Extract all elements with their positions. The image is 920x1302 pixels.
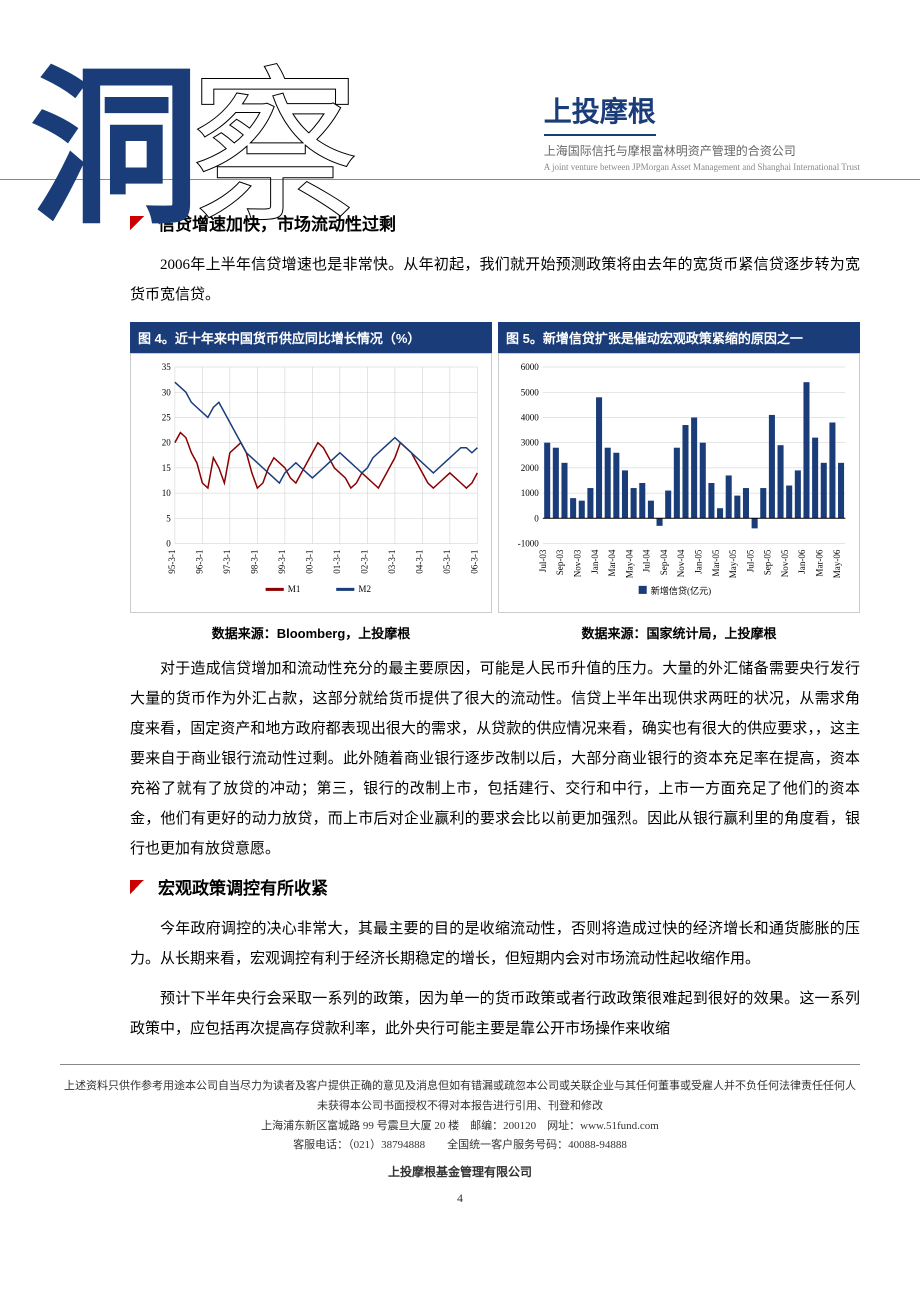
- svg-text:6000: 6000: [521, 362, 540, 372]
- svg-text:Mar-04: Mar-04: [607, 549, 617, 576]
- svg-text:1000: 1000: [521, 488, 540, 498]
- svg-text:Jul-04: Jul-04: [642, 549, 652, 572]
- svg-text:06-3-1: 06-3-1: [469, 550, 479, 574]
- chart-5-title: 图 5。新增信贷扩张是催动宏观政策紧缩的原因之一: [498, 322, 860, 353]
- svg-text:01-3-1: 01-3-1: [332, 550, 342, 574]
- svg-text:15: 15: [162, 463, 172, 473]
- svg-text:5: 5: [166, 513, 171, 523]
- chart-5-column: 图 5。新增信贷扩张是催动宏观政策紧缩的原因之一 -1000 0 1000 2000 3…: [498, 322, 860, 642]
- footer-disclaimer: 上述资料只供作参考用途本公司自当尽力为读者及客户提供正确的意见及消息但如有错漏或…: [60, 1077, 860, 1117]
- svg-text:98-3-1: 98-3-1: [249, 550, 259, 574]
- svg-text:-1000: -1000: [518, 539, 540, 549]
- section-2-title: 宏观政策调控有所收紧: [130, 874, 860, 899]
- svg-text:0: 0: [534, 513, 539, 523]
- brand-subtitle: 上海国际信托与摩根富林明资产管理的合资公司: [544, 142, 860, 159]
- svg-text:Mar-06: Mar-06: [814, 549, 824, 576]
- chart-4-column: 图 4。近十年来中国货币供应同比增长情况（%） 0 5 10 15 20 25 30 35 95…: [130, 322, 492, 642]
- body-para: 对于造成信贷增加和流动性充分的最主要原因，可能是人民币升值的压力。大量的外汇储备…: [130, 654, 860, 864]
- svg-text:Jul-05: Jul-05: [745, 549, 755, 572]
- svg-text:3000: 3000: [521, 438, 540, 448]
- footer-phone: 客服电话：（021）38794888 全国统一客户服务号码：40088-9488…: [60, 1136, 860, 1156]
- svg-text:May-05: May-05: [728, 549, 738, 578]
- svg-text:Sep-03: Sep-03: [555, 549, 565, 575]
- footer: 上述资料只供作参考用途本公司自当尽力为读者及客户提供正确的意见及消息但如有错漏或…: [60, 1064, 860, 1209]
- svg-text:M2: M2: [358, 584, 371, 594]
- svg-text:新增信贷(亿元): 新增信贷(亿元): [651, 585, 711, 596]
- svg-text:Sep-04: Sep-04: [659, 549, 669, 575]
- chart-5-source: 数据来源：国家统计局，上投摩根: [498, 623, 860, 642]
- svg-text:04-3-1: 04-3-1: [414, 550, 424, 574]
- svg-text:0: 0: [166, 539, 171, 549]
- footer-company: 上投摩根基金管理有限公司: [60, 1162, 860, 1184]
- svg-text:97-3-1: 97-3-1: [222, 550, 232, 574]
- svg-text:95-3-1: 95-3-1: [167, 550, 177, 574]
- svg-text:25: 25: [162, 412, 172, 422]
- svg-text:05-3-1: 05-3-1: [442, 550, 452, 574]
- svg-text:20: 20: [162, 438, 172, 448]
- svg-text:00-3-1: 00-3-1: [304, 550, 314, 574]
- svg-text:5000: 5000: [521, 387, 540, 397]
- svg-text:03-3-1: 03-3-1: [387, 550, 397, 574]
- svg-text:Nov-04: Nov-04: [676, 549, 686, 577]
- chart-4-title: 图 4。近十年来中国货币供应同比增长情况（%）: [130, 322, 492, 353]
- svg-text:99-3-1: 99-3-1: [277, 550, 287, 574]
- chart-4-svg: 0 5 10 15 20 25 30 35 95-3-1 96-3-1 97-3-1 98-3-1 99…: [135, 362, 487, 604]
- section-2-para-2: 预计下半年央行会采取一系列的政策，因为单一的货币政策或者行政政策很难起到很好的效…: [130, 984, 860, 1044]
- svg-text:Jan-06: Jan-06: [797, 549, 807, 574]
- svg-text:May-06: May-06: [832, 549, 842, 578]
- svg-text:Nov-03: Nov-03: [572, 549, 582, 577]
- chart-4-box: 0 5 10 15 20 25 30 35 95-3-1 96-3-1 97-3-1 98-3-1 99…: [130, 353, 492, 613]
- svg-text:Jul-03: Jul-03: [538, 549, 548, 572]
- logo-characters: 洞察: [30, 10, 350, 256]
- svg-text:M1: M1: [288, 584, 301, 594]
- chart-5-box: -1000 0 1000 2000 3000 4000 5000 6000 Jul-03 Sep-…: [498, 353, 860, 613]
- svg-text:May-04: May-04: [624, 549, 634, 578]
- section-2-heading: 宏观政策调控有所收紧: [158, 874, 328, 899]
- svg-text:4000: 4000: [521, 412, 540, 422]
- svg-text:Nov-05: Nov-05: [780, 549, 790, 577]
- chart-4-source: 数据来源：Bloomberg，上投摩根: [130, 623, 492, 642]
- svg-text:Mar-05: Mar-05: [711, 549, 721, 576]
- brand-english: A joint venture between JPMorgan Asset M…: [544, 162, 860, 172]
- logo-char-1: 洞: [30, 56, 190, 244]
- svg-text:2000: 2000: [521, 463, 540, 473]
- section-1-para: 2006年上半年信贷增速也是非常快。从年初起，我们就开始预测政策将由去年的宽货币…: [130, 250, 860, 310]
- page-number: 4: [60, 1188, 860, 1210]
- logo-char-2: 察: [190, 56, 350, 244]
- document-header: 洞察 上投摩根 上海国际信托与摩根富林明资产管理的合资公司 A joint ve…: [0, 0, 920, 180]
- bullet-icon: [130, 880, 144, 894]
- section-2-para-1: 今年政府调控的决心非常大，其最主要的目的是收缩流动性，否则将造成过快的经济增长和…: [130, 914, 860, 974]
- svg-text:Sep-05: Sep-05: [763, 549, 773, 575]
- footer-address: 上海浦东新区富城路 99 号震旦大厦 20 楼 邮编：200120 网址：www…: [60, 1117, 860, 1137]
- svg-text:Jan-05: Jan-05: [693, 549, 703, 574]
- svg-text:Jan-04: Jan-04: [590, 549, 600, 574]
- brand-block: 上投摩根 上海国际信托与摩根富林明资产管理的合资公司 A joint ventu…: [544, 90, 860, 172]
- svg-text:96-3-1: 96-3-1: [194, 550, 204, 574]
- chart-5-svg: -1000 0 1000 2000 3000 4000 5000 6000 Jul-03 Sep-…: [503, 362, 855, 604]
- charts-row: 图 4。近十年来中国货币供应同比增长情况（%） 0 5 10 15 20 25 30 35 95…: [130, 322, 860, 642]
- svg-text:35: 35: [162, 362, 172, 372]
- svg-text:30: 30: [162, 387, 172, 397]
- svg-text:10: 10: [162, 488, 172, 498]
- svg-text:02-3-1: 02-3-1: [359, 550, 369, 574]
- brand-name: 上投摩根: [544, 90, 656, 136]
